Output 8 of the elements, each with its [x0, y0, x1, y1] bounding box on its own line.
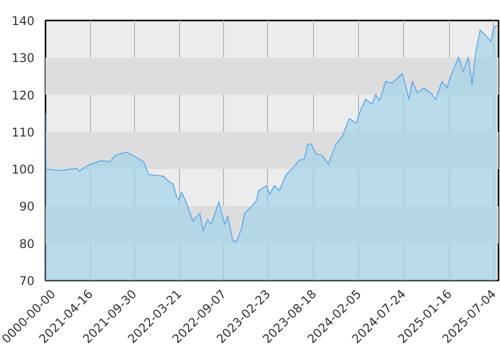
- y-tick-label: 140: [12, 14, 34, 28]
- y-tick-label: 70: [19, 274, 35, 288]
- y-tick-label: 130: [12, 51, 34, 66]
- y-tick-label: 90: [19, 200, 35, 214]
- y-tick-label: 80: [19, 236, 35, 251]
- y-tick-label: 120: [12, 88, 34, 102]
- y-tick-label: 100: [12, 162, 34, 177]
- y-tick-label: 110: [12, 125, 34, 140]
